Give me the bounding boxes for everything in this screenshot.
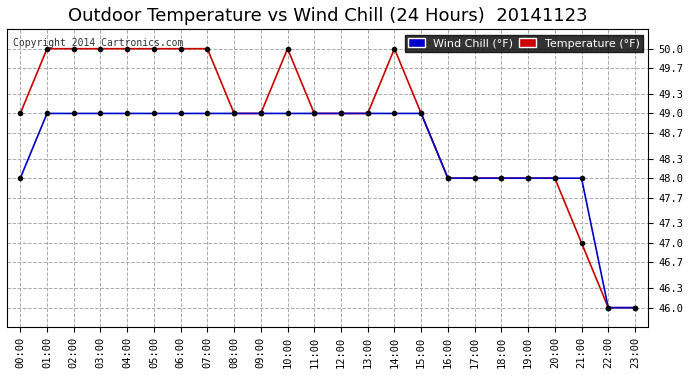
Text: Copyright 2014 Cartronics.com: Copyright 2014 Cartronics.com bbox=[13, 38, 184, 48]
Legend: Wind Chill (°F), Temperature (°F): Wind Chill (°F), Temperature (°F) bbox=[404, 35, 643, 52]
Title: Outdoor Temperature vs Wind Chill (24 Hours)  20141123: Outdoor Temperature vs Wind Chill (24 Ho… bbox=[68, 7, 587, 25]
